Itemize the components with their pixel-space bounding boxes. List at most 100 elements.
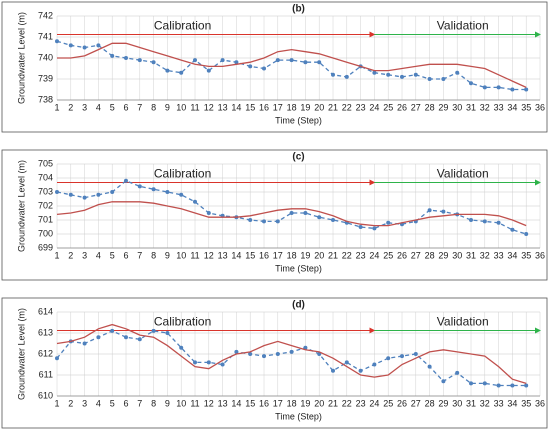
data-point xyxy=(455,370,460,375)
x-tick-label: 11 xyxy=(190,250,199,260)
data-point xyxy=(510,227,515,232)
x-tick-label: 35 xyxy=(521,398,531,408)
x-tick-label: 12 xyxy=(204,398,214,408)
x-tick-label: 35 xyxy=(521,102,531,112)
data-point xyxy=(179,345,184,350)
x-tick-label: 2 xyxy=(68,102,73,112)
x-tick-label: 31 xyxy=(466,102,476,112)
y-axis-label: Groundwater Level (m) xyxy=(16,160,26,252)
data-point xyxy=(151,60,156,65)
series-line xyxy=(56,323,527,385)
x-tick-label: 2 xyxy=(68,398,73,408)
y-tick-label: 610 xyxy=(38,390,53,400)
data-point xyxy=(110,328,115,333)
data-point xyxy=(358,368,363,373)
x-tick-label: 34 xyxy=(507,250,517,260)
data-point xyxy=(82,341,87,346)
data-point xyxy=(344,360,349,365)
data-point xyxy=(206,68,211,73)
x-tick-label: 23 xyxy=(356,102,366,112)
x-tick-label: 3 xyxy=(82,398,87,408)
x-tick-label: 35 xyxy=(521,250,531,260)
data-point xyxy=(137,337,142,342)
y-tick-label: 704 xyxy=(38,172,53,182)
x-tick-label: 8 xyxy=(151,398,156,408)
data-point xyxy=(179,192,184,197)
data-point xyxy=(55,190,59,194)
data-point xyxy=(96,192,101,197)
data-point xyxy=(193,58,197,63)
x-tick-label: 8 xyxy=(151,102,156,112)
x-tick-label: 25 xyxy=(383,250,393,260)
data-point xyxy=(344,74,349,79)
data-point xyxy=(165,68,170,73)
x-tick-label: 29 xyxy=(438,250,448,260)
x-tick-label: 24 xyxy=(369,102,379,112)
x-tick-label: 34 xyxy=(507,398,517,408)
y-tick-label: 614 xyxy=(38,306,53,316)
data-point xyxy=(234,349,239,354)
x-tick-label: 7 xyxy=(137,102,142,112)
data-point xyxy=(372,226,377,231)
x-tick-label: 16 xyxy=(259,398,269,408)
data-point xyxy=(331,218,335,222)
data-point xyxy=(137,184,142,189)
data-point xyxy=(110,53,115,58)
x-tick-label: 28 xyxy=(425,398,435,408)
x-tick-label: 10 xyxy=(176,250,186,260)
annotation: Validation xyxy=(437,315,489,329)
data-point xyxy=(413,72,418,77)
x-tick-label: 18 xyxy=(287,102,297,112)
x-tick-label: 7 xyxy=(137,398,142,408)
x-axis-label: Time (Step) xyxy=(275,263,322,273)
x-tick-label: 17 xyxy=(273,398,283,408)
x-tick-label: 20 xyxy=(314,398,324,408)
x-tick-label: 17 xyxy=(273,102,283,112)
data-point xyxy=(124,335,128,340)
x-tick-label: 10 xyxy=(176,102,186,112)
x-tick-label: 15 xyxy=(245,398,255,408)
x-tick-label: 4 xyxy=(96,398,101,408)
x-tick-label: 30 xyxy=(452,398,462,408)
data-point xyxy=(248,218,253,222)
x-tick-label: 28 xyxy=(425,102,435,112)
x-tick-label: 21 xyxy=(328,102,338,112)
data-point xyxy=(482,381,487,386)
x-tick-label: 20 xyxy=(314,250,324,260)
data-point xyxy=(303,345,308,350)
series-line xyxy=(57,42,527,88)
annotation: Validation xyxy=(437,19,489,33)
x-tick-label: 30 xyxy=(452,102,462,112)
x-tick-label: 15 xyxy=(245,250,255,260)
x-axis-label: Time (Step) xyxy=(275,411,322,421)
y-tick-label: 742 xyxy=(38,10,53,20)
data-point xyxy=(372,70,377,75)
data-point xyxy=(220,58,225,63)
data-point xyxy=(96,335,101,340)
data-point xyxy=(55,356,59,361)
data-point xyxy=(165,331,170,335)
x-tick-label: 17 xyxy=(273,250,283,260)
x-tick-label: 18 xyxy=(287,250,297,260)
data-point xyxy=(193,360,197,365)
x-tick-label: 6 xyxy=(123,398,128,408)
x-tick-label: 4 xyxy=(96,102,101,112)
x-tick-label: 7 xyxy=(137,250,142,260)
x-tick-label: 16 xyxy=(259,102,269,112)
data-point xyxy=(303,211,308,215)
x-tick-label: 9 xyxy=(165,102,170,112)
x-tick-label: 10 xyxy=(176,398,186,408)
data-point xyxy=(262,219,266,224)
data-point xyxy=(124,56,128,60)
data-point xyxy=(427,77,432,81)
data-point xyxy=(386,356,391,361)
x-tick-label: 26 xyxy=(397,250,407,260)
annotation: Calibration xyxy=(154,19,211,33)
data-point xyxy=(151,328,156,333)
x-tick-label: 27 xyxy=(411,102,421,112)
x-tick-label: 32 xyxy=(480,398,490,408)
data-point xyxy=(68,192,73,197)
x-tick-label: 1 xyxy=(54,102,59,112)
